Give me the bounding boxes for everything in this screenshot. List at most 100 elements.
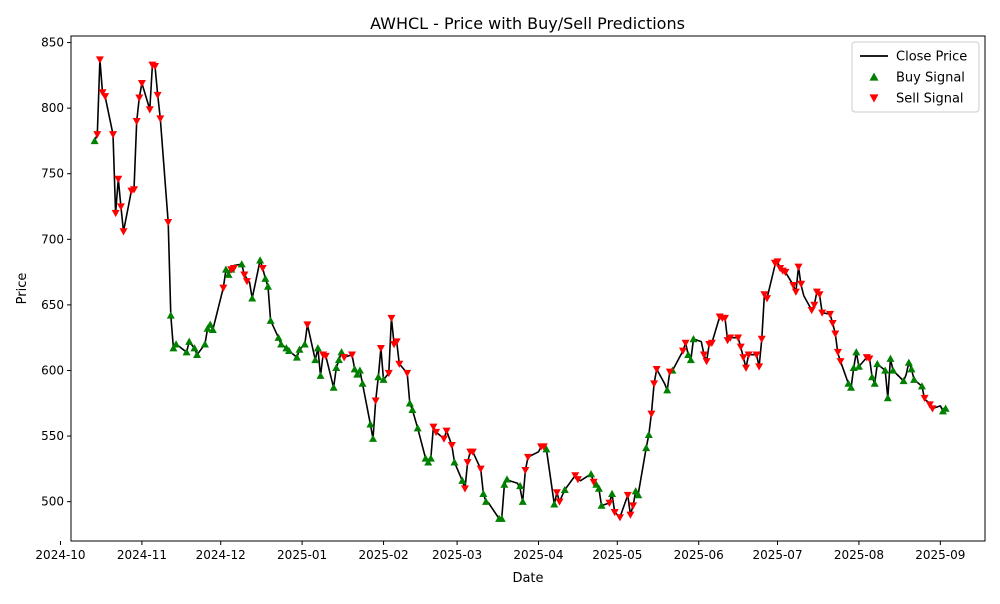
sell-signal-marker [773,258,782,266]
sell-signal-marker [647,410,656,418]
sell-signal-marker [321,352,330,361]
sell-signal-marker [156,115,165,123]
x-tick-label: 2025-02 [358,548,408,562]
sell-signal-marker [818,309,827,317]
x-tick-label: 2025-05 [592,548,642,562]
y-tick-label: 750 [41,167,64,181]
x-tick-label: 2024-12 [196,548,246,562]
sell-signal-marker [429,423,438,431]
buy-signal-marker [274,333,283,341]
sell-signal-marker [119,228,128,236]
sell-signal-marker [524,453,532,462]
buy-signal-marker [907,365,916,373]
sell-signal-marker [755,363,764,371]
buy-signal-marker [190,344,199,352]
sell-signal-marker [789,282,798,290]
buy-signal-marker [169,344,178,352]
sell-signal-marker [781,268,790,277]
sell-signal-marker [736,343,745,351]
buy-signal-marker [881,366,890,374]
buy-signal-marker [497,514,506,522]
buy-signal-marker [332,363,341,372]
y-axis-label: Price [15,273,30,305]
sell-signal-marker [791,288,800,296]
sell-signal-marker [702,358,711,366]
sell-signal-marker [463,459,472,467]
buy-signal-marker [542,445,551,453]
buy-signal-marker [182,348,191,356]
buy-signal-marker [502,475,511,483]
sell-signal-marker [468,448,477,456]
sell-signal-marker [111,209,120,218]
buy-signal-marker [358,379,367,387]
sell-signal-marker [741,364,750,372]
buy-signal-marker [597,501,606,509]
sell-signal-marker [605,499,614,507]
buy-signal-marker [329,383,338,391]
sell-signal-marker [925,401,934,409]
buy-signal-marker [560,485,569,494]
buy-signal-marker [408,405,417,414]
buy-signal-marker [644,430,653,438]
sell-signal-marker [629,502,638,510]
buy-signal-marker [266,316,275,324]
buy-signal-marker [518,497,527,505]
sell-signal-marker [348,351,357,359]
sell-signal-marker [229,264,238,273]
sell-signal-marker [219,284,228,292]
sell-signal-marker [665,368,674,376]
buy-signal-marker [366,420,375,428]
buy-signal-marker [284,346,293,355]
sell-signal-marker [807,306,816,315]
buy-signal-marker [355,366,364,374]
legend-label: Buy Signal [896,71,965,86]
buy-signal-marker [334,355,343,364]
sell-signal-marker [815,291,824,299]
buy-signal-marker [550,500,559,508]
buy-signal-marker [337,348,346,356]
buy-signal-marker [516,481,525,490]
legend: Close Price Buy Signal Sell Signal [851,41,980,113]
buy-signal-marker [200,340,209,348]
sell-signal-marker [650,380,659,388]
sell-signal-marker [734,334,743,342]
sell-signal-marker [833,348,842,357]
legend-box [851,41,980,113]
legend-label: Close Price [896,50,967,65]
buy-signal-marker [424,458,433,466]
buy-signal-marker [379,375,388,383]
sell-signal-marker [610,508,619,517]
legend-sell-marker [869,94,879,103]
sell-signal-marker [797,280,806,288]
buy-signal-marker [450,458,459,466]
sell-signal-marker [555,498,564,506]
sell-signal-marker [615,514,624,522]
buy-signal-marker [910,375,919,383]
sell-signal-marker [552,489,561,497]
x-tick-label: 2025-03 [432,548,482,562]
y-tick-label: 500 [41,495,64,509]
sell-signal-marker [739,354,748,362]
buy-signal-marker [221,265,230,273]
sell-signal-marker [707,339,716,347]
sell-signal-marker [137,80,146,88]
sell-signal-marker [928,405,937,413]
sell-signal-marker [573,476,582,484]
buy-signal-marker [941,404,950,412]
buy-signal-marker [686,355,695,364]
buy-signal-marker [883,394,892,402]
sell-signal-marker [826,310,835,319]
sell-signal-marker [589,478,598,486]
buy-signal-marker [426,454,435,462]
x-tick-label: 2025-07 [752,548,802,562]
sell-signal-marker [153,91,162,100]
x-tick-label: 2025-08 [834,548,884,562]
buy-signal-marker [353,370,362,378]
y-tick-label: 800 [41,101,64,115]
buy-signal-marker [369,434,378,442]
buy-signal-marker [172,340,181,348]
buy-signal-marker [90,136,99,145]
sell-signal-marker [920,394,929,403]
sell-signal-marker [571,472,580,480]
